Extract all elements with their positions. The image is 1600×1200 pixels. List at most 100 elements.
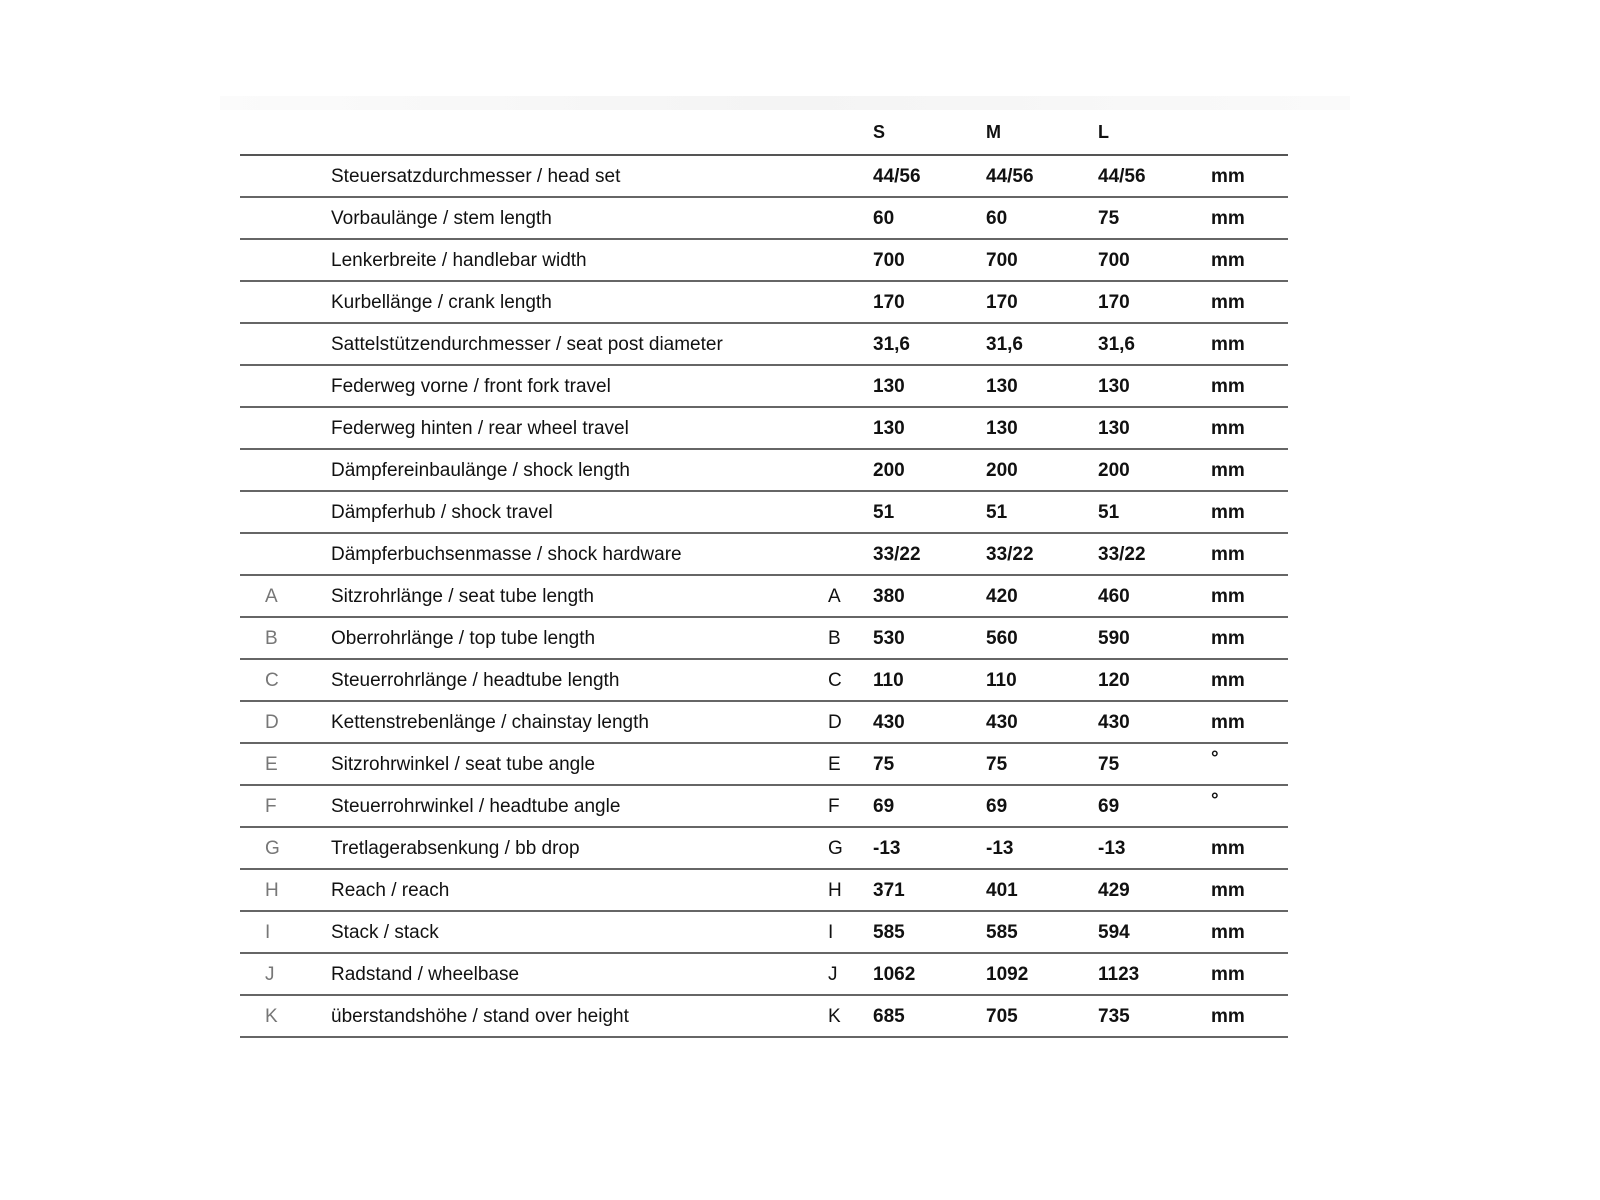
value-s: 1062 <box>873 964 916 985</box>
value-m: 585 <box>986 922 1018 943</box>
unit: mm <box>1211 838 1245 859</box>
value-l: 429 <box>1098 880 1130 901</box>
value-m: 1092 <box>986 964 1029 985</box>
value-l: 75 <box>1098 754 1120 775</box>
value-m: 51 <box>986 502 1008 523</box>
unit: mm <box>1211 964 1245 985</box>
value-l: 44/56 <box>1098 166 1146 187</box>
unit: mm <box>1211 880 1245 901</box>
row-letter: C <box>265 670 279 691</box>
value-l: 700 <box>1098 250 1130 271</box>
unit: mm <box>1211 544 1245 565</box>
table-row: C Steuerrohrlänge / headtube length C 110 11… <box>240 660 1288 702</box>
value-m: -13 <box>986 838 1014 859</box>
value-l: 170 <box>1098 292 1130 313</box>
value-s: 130 <box>873 376 905 397</box>
value-s: -13 <box>873 838 901 859</box>
value-l: 200 <box>1098 460 1130 481</box>
table-row: Vorbaulänge / stem length 60 60 75 mm <box>240 198 1288 240</box>
value-m: 44/56 <box>986 166 1034 187</box>
table-row: Federweg vorne / front fork travel 130 130… <box>240 366 1288 408</box>
row-ref-letter: E <box>828 754 841 775</box>
value-m: 170 <box>986 292 1018 313</box>
value-s: 33/22 <box>873 544 921 565</box>
row-label: Vorbaulänge / stem length <box>331 208 552 229</box>
value-s: 75 <box>873 754 895 775</box>
row-letter: J <box>265 964 275 985</box>
value-s: 700 <box>873 250 905 271</box>
row-label: Tretlagerabsenkung / bb drop <box>331 838 580 859</box>
column-header-m: M <box>986 122 1001 142</box>
value-s: 60 <box>873 208 895 229</box>
unit: mm <box>1211 166 1245 187</box>
row-label: Oberrohrlänge / top tube length <box>331 628 596 649</box>
unit: mm <box>1211 418 1245 439</box>
table-row: I Stack / stack I 585 585 594 mm <box>240 912 1288 954</box>
value-l: 51 <box>1098 502 1120 523</box>
value-l: 69 <box>1098 796 1120 817</box>
value-m: 430 <box>986 712 1018 733</box>
value-m: 420 <box>986 586 1018 607</box>
unit: mm <box>1211 922 1245 943</box>
unit: mm <box>1211 628 1245 649</box>
row-letter: B <box>265 628 278 649</box>
value-m: 560 <box>986 628 1018 649</box>
table-row: B Oberrohrlänge / top tube length B 530 560 5… <box>240 618 1288 660</box>
table-row: Dämpferhub / shock travel 51 51 51 mm <box>240 492 1288 534</box>
row-ref-letter: C <box>828 670 842 691</box>
row-label: Reach / reach <box>331 880 450 901</box>
row-label: Federweg vorne / front fork travel <box>331 376 611 397</box>
row-label: Radstand / wheelbase <box>331 964 520 985</box>
unit: mm <box>1211 712 1245 733</box>
row-label: Lenkerbreite / handlebar width <box>331 250 587 271</box>
row-label: Dämpferbuchsenmasse / shock hardware <box>331 544 682 565</box>
value-m: 705 <box>986 1006 1018 1027</box>
row-ref-letter: H <box>828 880 842 901</box>
value-m: 33/22 <box>986 544 1034 565</box>
unit: mm <box>1211 334 1245 355</box>
row-label: Steuersatzdurchmesser / head set <box>331 166 621 187</box>
unit: mm <box>1211 670 1245 691</box>
row-ref-letter: F <box>828 796 840 817</box>
value-l: 31,6 <box>1098 334 1135 355</box>
value-m: 31,6 <box>986 334 1023 355</box>
row-label: Federweg hinten / rear wheel travel <box>331 418 629 439</box>
row-letter: G <box>265 838 280 859</box>
value-l: 735 <box>1098 1006 1130 1027</box>
value-m: 130 <box>986 418 1018 439</box>
table-row: Sattelstützendurchmesser / seat post dia… <box>240 324 1288 366</box>
value-s: 585 <box>873 922 905 943</box>
column-header-l: L <box>1098 122 1109 142</box>
row-ref-letter: D <box>828 712 842 733</box>
unit: mm <box>1211 292 1245 313</box>
value-m: 60 <box>986 208 1008 229</box>
value-s: 31,6 <box>873 334 910 355</box>
unit: mm <box>1211 208 1245 229</box>
unit: mm <box>1211 502 1245 523</box>
table-row: Lenkerbreite / handlebar width 700 700 700 m… <box>240 240 1288 282</box>
row-letter: A <box>265 586 278 607</box>
unit: mm <box>1211 250 1245 271</box>
row-letter: D <box>265 712 279 733</box>
table-row: Federweg hinten / rear wheel travel 130 13… <box>240 408 1288 450</box>
value-m: 401 <box>986 880 1018 901</box>
value-l: 430 <box>1098 712 1130 733</box>
value-l: 130 <box>1098 418 1130 439</box>
value-m: 75 <box>986 754 1008 775</box>
faded-header-band <box>220 96 1350 110</box>
value-l: 594 <box>1098 922 1130 943</box>
table-row: Steuersatzdurchmesser / head set 44/56 44/… <box>240 156 1288 198</box>
row-label: überstandshöhe / stand over height <box>331 1006 629 1027</box>
row-label: Sattelstützendurchmesser / seat post dia… <box>331 334 723 355</box>
row-ref-letter: G <box>828 838 843 859</box>
value-l: 1123 <box>1098 964 1140 985</box>
table-row: J Radstand / wheelbase J 1062 1092 1123 mm <box>240 954 1288 996</box>
table-row: E Sitzrohrwinkel / seat tube angle E 75 75 75… <box>240 744 1288 786</box>
row-letter: H <box>265 880 279 901</box>
value-m: 700 <box>986 250 1018 271</box>
row-ref-letter: B <box>828 628 841 649</box>
table-row: G Tretlagerabsenkung / bb drop G -13 -13 -13 m… <box>240 828 1288 870</box>
row-letter: F <box>265 796 277 817</box>
table-row: Dämpferbuchsenmasse / shock hardware 33/2… <box>240 534 1288 576</box>
